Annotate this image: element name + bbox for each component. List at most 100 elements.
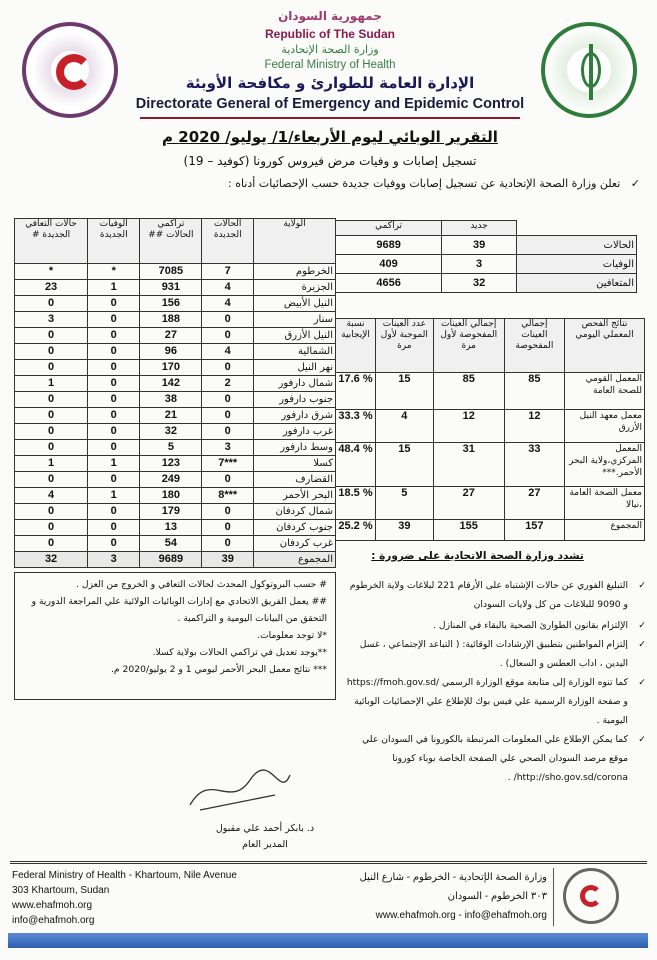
cell: 3 (201, 439, 254, 456)
row-label: غرب دارفور (253, 423, 336, 440)
footer-website[interactable]: www.ehafmoh.org (12, 900, 93, 911)
footer-ar-contact[interactable]: www.ehafmoh.org - info@ehafmoh.org (375, 910, 547, 921)
footer-blue-bar (8, 933, 648, 948)
header-row: نتائج الفحص المعملي اليومي إجمالي العينات… (335, 318, 645, 373)
cell: 0 (13, 343, 89, 360)
cell: 1 (87, 455, 141, 472)
cell: 15 (375, 442, 434, 487)
cell: 0 (201, 407, 254, 424)
row-label: شرق دارفور (253, 407, 336, 424)
row-label: الجزيرة (253, 279, 336, 296)
summary-row: الوفيات 3 409 (334, 254, 637, 274)
cell: 0 (13, 359, 89, 376)
cell: 85 (503, 372, 566, 410)
cell: 0 (13, 519, 89, 536)
signatory-name: د. بابكر أحمد علي مقبول (215, 823, 315, 834)
row-label: جنوب كردفان (253, 519, 336, 536)
cell: 32 (441, 273, 517, 293)
intro-text: تعلن وزارة الصحة الإتحادية عن تسجيل إصاب… (228, 177, 621, 190)
table-row: النيل الأبيض 4 156 0 0 (13, 295, 336, 312)
table-row: المعمل المركزي،ولاية البحر الأحمر.*** 33 3… (335, 442, 645, 487)
cell: 0 (201, 535, 254, 552)
table-row: شرق دارفور 0 21 0 0 (13, 407, 336, 424)
column-header: إجمالي العينات المفحوصة لأول مرة (432, 318, 505, 373)
table-row: البحر الأحمر ***8 180 1 4 (13, 487, 336, 504)
row-label: شمال دارفور (253, 375, 336, 392)
cell: 180 (139, 487, 203, 504)
row-label: وسط دارفور (253, 439, 336, 456)
row-label: القضارف (253, 471, 336, 488)
footnote: *** نتائج معمل البحر الأحمر ليومي 1 و 2 … (111, 664, 327, 675)
cell: 1 (87, 279, 141, 296)
table-row: الخرطوم 7 7085 * * (13, 263, 336, 280)
column-header: تراكمي الحالات ## (139, 218, 203, 264)
row-label: المجموع (564, 519, 645, 541)
header-en-directorate: Directorate General of Emergency and Epi… (135, 96, 525, 112)
cell: 155 (432, 519, 505, 541)
cell: 188 (139, 311, 203, 328)
cell: 31 (432, 442, 505, 487)
column-header: الولاية (253, 218, 336, 264)
column-header: نتائج الفحص المعملي اليومي (564, 318, 645, 373)
cell: 13 (139, 519, 203, 536)
staff-icon (589, 44, 593, 100)
cell: 27 (139, 327, 203, 344)
cell: 12 (432, 409, 505, 443)
header-en-ministry: Federal Ministry of Health (264, 59, 396, 71)
footer-address: Federal Ministry of Health - Khartoum, N… (12, 870, 237, 881)
cell: 4 (375, 409, 434, 443)
cell: 0 (201, 519, 254, 536)
footer-city: 303 Khartoum, Sudan (12, 885, 110, 896)
cell: 0 (201, 471, 254, 488)
signature-scribble (189, 769, 291, 811)
row-label: جنوب دارفور (253, 391, 336, 408)
cell: 142 (139, 375, 203, 392)
cell: 15 (375, 372, 434, 410)
cell: 157 (503, 519, 566, 541)
intro-line: ✓ تعلن وزارة الصحة الإتحادية عن تسجيل إص… (130, 177, 640, 191)
cell: 38 (139, 391, 203, 408)
cell: 32 (139, 423, 203, 440)
table-row: شمال كردفان 0 179 0 0 (13, 503, 336, 520)
advice-text: كما يمكن الإطلاع علي المعلومات المرتبطة … (362, 734, 628, 783)
emergency-directorate-logo (22, 22, 118, 118)
table-row: نهر النيل 0 170 0 0 (13, 359, 336, 376)
summary-table: جديد تراكمي الحالات 39 9689 الوفيات 3 409 الم… (334, 220, 637, 293)
column-header: عدد العينات الموجبة لأول مرة (375, 318, 434, 373)
footer-email[interactable]: info@ehafmoh.org (12, 915, 95, 926)
cell: 0 (87, 471, 141, 488)
cell: 7 (201, 263, 254, 280)
row-label: البحر الأحمر (253, 487, 336, 504)
footnote: *لا توجد معلومات. (257, 630, 327, 641)
cell: 0 (13, 407, 89, 424)
report-subtitle: تسجيل إصابات و وفيات مرض فيروس كورونا (ك… (183, 154, 477, 168)
cell: * (13, 263, 89, 280)
advice-text: كما تنوه الوزارة إلى متابعة موقع الوزارة… (346, 677, 628, 726)
cell: 0 (87, 375, 141, 392)
cell: 1 (13, 375, 89, 392)
row-label: الحالات (516, 235, 637, 255)
cell: 170 (139, 359, 203, 376)
advice-item: ✓ التبليغ الفوري عن حالات الإشتباه على ال… (345, 576, 650, 614)
states-table: الولاية الحالات الجديدة تراكمي الحالات ## ا… (13, 218, 336, 568)
row-label: نهر النيل (253, 359, 336, 376)
row-label: الوفيات (516, 254, 637, 274)
cell: 7085 (139, 263, 203, 280)
cell: 0 (13, 535, 89, 552)
check-icon: ✓ (638, 639, 646, 650)
cell: * (87, 263, 141, 280)
cell: 0 (87, 503, 141, 520)
cell: 179 (139, 503, 203, 520)
cell: 123 (139, 455, 203, 472)
advice-text: الإلتزام بقانون الطوارئ الصحية بالبقاء ف… (433, 620, 628, 631)
column-header: الحالات الجديدة (201, 218, 254, 264)
table-row: شمال دارفور 2 142 0 1 (13, 375, 336, 392)
footer-separator (553, 868, 554, 926)
summary-header-new: جديد (441, 220, 517, 236)
row-label: الشمالية (253, 343, 336, 360)
cell: 54 (139, 535, 203, 552)
cell: 96 (139, 343, 203, 360)
cell: 931 (139, 279, 203, 296)
cell: 0 (87, 295, 141, 312)
cell: 0 (87, 391, 141, 408)
